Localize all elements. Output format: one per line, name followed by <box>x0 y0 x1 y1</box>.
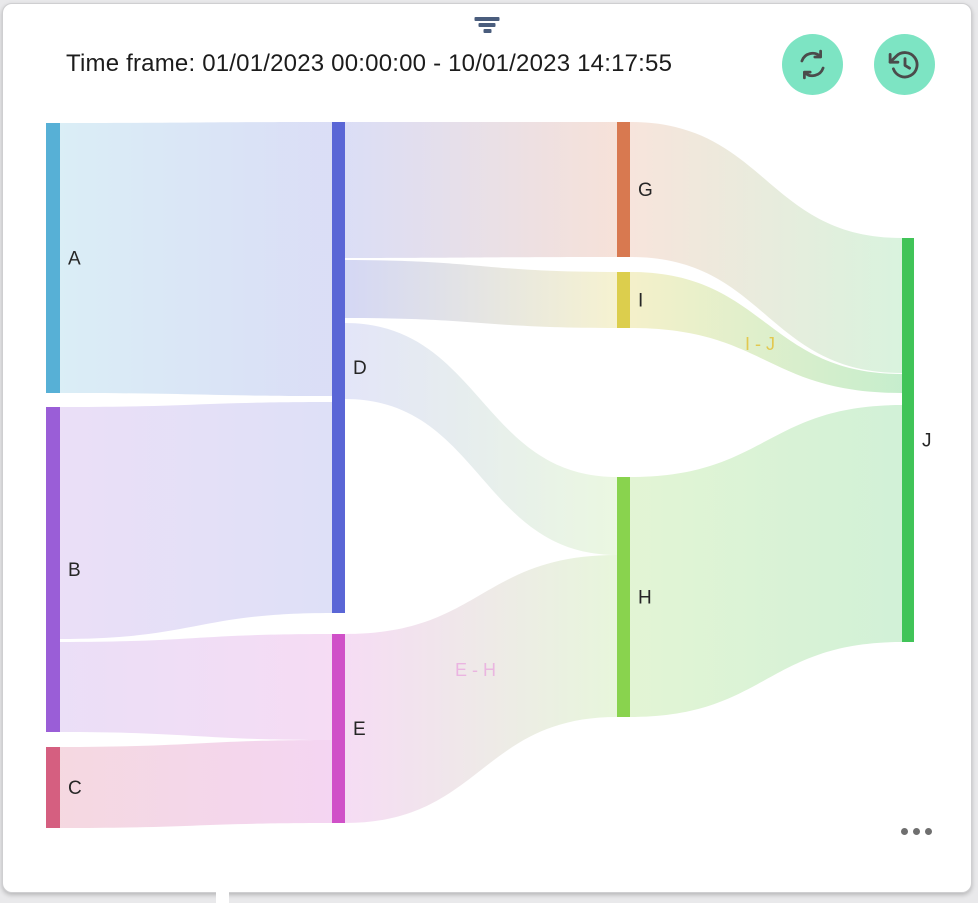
flow-I-J[interactable] <box>630 272 902 393</box>
flow-D-I[interactable] <box>345 260 617 328</box>
filter-bar <box>483 29 491 33</box>
node-A[interactable] <box>46 123 60 393</box>
flow-H-J[interactable] <box>630 405 902 717</box>
filter-icon[interactable] <box>471 15 504 35</box>
flow-G-J[interactable] <box>630 122 902 373</box>
node-I[interactable] <box>617 272 630 328</box>
node-J[interactable] <box>902 238 914 642</box>
ellipsis-dot <box>925 828 932 835</box>
bottom-notch <box>216 888 229 903</box>
more-options-button[interactable] <box>895 822 938 841</box>
filter-bar <box>474 17 500 21</box>
node-G[interactable] <box>617 122 630 257</box>
flow-E-H[interactable] <box>345 555 617 823</box>
history-icon <box>888 48 922 82</box>
node-D[interactable] <box>332 122 345 613</box>
refresh-icon <box>796 48 829 81</box>
flow-A-D[interactable] <box>60 122 332 396</box>
flow-C-E[interactable] <box>60 740 332 828</box>
node-H[interactable] <box>617 477 630 717</box>
ellipsis-dot <box>913 828 920 835</box>
filter-bar <box>478 23 496 27</box>
history-button[interactable] <box>874 34 935 95</box>
flow-B-E[interactable] <box>60 634 332 740</box>
flow-B-D[interactable] <box>60 402 332 639</box>
timeframe-title: Time frame: 01/01/2023 00:00:00 - 10/01/… <box>66 50 673 77</box>
flow-D-G[interactable] <box>345 122 617 258</box>
node-B[interactable] <box>46 407 60 732</box>
header-buttons <box>782 34 935 95</box>
node-C[interactable] <box>46 747 60 828</box>
ellipsis-dot <box>901 828 908 835</box>
refresh-button[interactable] <box>782 34 843 95</box>
node-E[interactable] <box>332 634 345 823</box>
flow-D-H[interactable] <box>345 323 617 555</box>
